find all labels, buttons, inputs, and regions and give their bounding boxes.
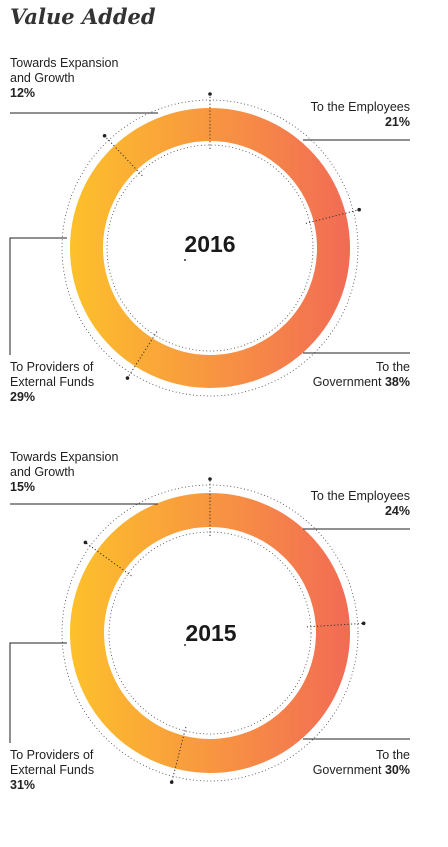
donut-svg [9, 477, 410, 784]
label-government: To the Government 30% [312, 748, 410, 777]
slice-separator [305, 209, 360, 224]
center-dot [184, 644, 186, 646]
donut-svg [9, 92, 410, 397]
center-year: 2016 [184, 231, 236, 257]
page-title: Value Added [10, 4, 156, 29]
label-employees: To the Employees 24% [310, 489, 410, 518]
donut-ring [70, 493, 350, 773]
donut-chart-2015: Towards Expansion and Growth 15% To the … [0, 447, 448, 847]
separator-dot [102, 133, 107, 138]
separator-dot [169, 780, 174, 784]
leader-line-providers [9, 642, 67, 743]
separator-dot [83, 540, 88, 545]
leader-line-providers [9, 237, 67, 355]
outer-dotted-circle [61, 99, 359, 397]
separator-dot [357, 207, 361, 212]
donut-chart-2016: Towards Expansion and Growth 12% To the … [0, 50, 448, 450]
label-government: To the Government 38% [312, 360, 410, 389]
center-year: 2015 [185, 620, 237, 646]
label-expansion: Towards Expansion and Growth 12% [10, 56, 119, 100]
label-employees: To the Employees 21% [310, 100, 410, 129]
center-dot [184, 259, 186, 261]
label-providers: To Providers of External Funds 31% [10, 748, 95, 792]
inner-dotted-circle [106, 144, 314, 352]
separator-dot [361, 621, 366, 626]
inner-dotted-circle [108, 531, 312, 735]
separator-dot [208, 92, 212, 96]
label-providers: To Providers of External Funds 29% [10, 360, 95, 404]
slice-separator [104, 135, 143, 177]
label-expansion: Towards Expansion and Growth 15% [10, 450, 119, 494]
separator-dot [125, 376, 130, 380]
slice-separator [127, 331, 158, 379]
separator-dot [208, 477, 212, 481]
